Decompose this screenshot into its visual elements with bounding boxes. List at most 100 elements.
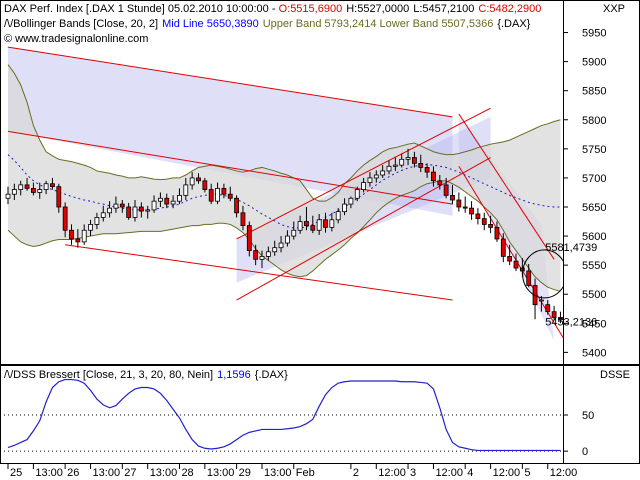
candle-body — [221, 187, 227, 195]
candle-body — [240, 212, 246, 226]
candle-body — [545, 304, 551, 313]
candle-body — [94, 217, 100, 225]
candle-body — [69, 229, 74, 240]
time-tick-label: 12:00 — [435, 467, 463, 479]
header-close: C:5482,2900 — [478, 3, 541, 15]
candle-body — [177, 194, 182, 202]
bb-bands: Upper Band 5793,2414 Lower Band 5507,536… — [263, 18, 494, 30]
candle-body — [475, 213, 481, 220]
candle-body — [291, 229, 297, 237]
candle-body — [43, 183, 49, 190]
price-tick-label: 5850 — [582, 86, 606, 98]
candle-body — [75, 238, 81, 243]
downtrend-middle-line — [7, 130, 453, 205]
candle-body — [348, 197, 354, 205]
candle-body — [443, 184, 449, 196]
time-tick-label: 13:00 — [93, 467, 121, 479]
time-tick-label: 12:00 — [378, 467, 406, 479]
price-axis: 5400 5450 5500 5550 5600 5650 5700 5750 5800 5850… — [563, 28, 606, 359]
bollinger-upper-line — [7, 64, 561, 202]
steep-lower-line — [458, 166, 563, 339]
bollinger-lower-line — [7, 180, 561, 292]
candle-body — [297, 221, 303, 231]
steep-upper-line — [458, 113, 555, 260]
website-text: www.tradesignalonline.com — [14, 33, 148, 45]
candle-body — [418, 162, 424, 168]
candle-body — [246, 225, 252, 252]
price-tick-label: 5800 — [582, 115, 606, 127]
header-open: O:5515,6900 — [279, 3, 343, 15]
dss-line — [7, 378, 561, 452]
candle-body — [100, 212, 106, 218]
upper-annotations: 5581,4739 5453,2136 — [545, 242, 597, 328]
candle-body — [126, 206, 132, 218]
candle-body — [399, 158, 405, 166]
time-tick-label: 25 — [10, 467, 22, 479]
time-tick-label: Feb — [296, 467, 315, 479]
candle-body — [450, 194, 455, 201]
time-axis: 25 13:00 26 13:00 27 13:00 28 13:00 29 13:00 Feb 2 1… — [7, 464, 578, 479]
bb-mid: Mid Line 5650,3890 — [162, 18, 259, 30]
candle-body — [170, 200, 176, 205]
candle-body — [113, 203, 119, 209]
candle-body — [132, 206, 138, 218]
candle-body — [119, 203, 125, 208]
candle-body — [329, 219, 335, 228]
candle-body — [367, 177, 373, 183]
candle-body — [488, 224, 494, 228]
time-tick-label: 12:00 — [550, 467, 578, 479]
candle-body — [354, 189, 360, 199]
candle-body — [424, 167, 430, 173]
dss-legend: /\/DSS Bressert [Close, 21, 3, 20, 80, N… — [4, 369, 288, 381]
candle-body — [259, 256, 265, 260]
candle-body — [323, 219, 328, 228]
header-line-2: /\/Bollinger Bands [Close, 20, 2] Mid Lin… — [4, 18, 531, 30]
bollinger-mid-line — [7, 154, 561, 229]
candle-body — [335, 211, 341, 221]
candle-body — [373, 174, 379, 179]
time-tick-label: 12:00 — [493, 467, 521, 479]
time-tick-label: 26 — [67, 467, 79, 479]
lower-corner-label: DSSE — [600, 369, 630, 381]
price-tick-label: 5550 — [582, 260, 606, 272]
candle-body — [145, 209, 151, 212]
candle-body — [196, 177, 201, 182]
bollinger-band-fill — [8, 64, 561, 292]
upper-corner-label: XXP — [603, 3, 625, 15]
candle-body — [50, 183, 55, 188]
time-tick-label: 13:00 — [35, 467, 63, 479]
candle-body — [37, 189, 43, 193]
candle-body — [278, 242, 284, 249]
candle-body — [18, 184, 24, 190]
upper-plot-area — [5, 46, 563, 341]
candle-body — [234, 197, 240, 214]
candle-body — [431, 171, 436, 182]
time-tick-label: 29 — [239, 467, 251, 479]
candle-body — [386, 165, 392, 172]
bb-suffix: {.DAX} — [497, 18, 530, 30]
uptrend-lower-line — [236, 157, 491, 301]
candle-body — [513, 260, 519, 269]
candle-body — [558, 317, 563, 321]
header-low: L:5457,2100 — [413, 3, 474, 15]
candle-body — [208, 189, 214, 202]
candle-body — [24, 184, 30, 189]
candle-body — [316, 219, 322, 231]
candle-body — [202, 180, 208, 190]
candle-body — [507, 256, 513, 262]
time-tick-label: 3 — [410, 467, 416, 479]
downtrend-channel-fill — [8, 47, 453, 216]
candle-body — [215, 187, 220, 202]
candle-body — [88, 224, 93, 231]
candle-body — [310, 225, 316, 231]
candle-body — [392, 164, 398, 167]
price-tick-label: 5750 — [582, 144, 606, 156]
price-tick-label: 5700 — [582, 173, 606, 185]
website-line: © www.tradesignalonline.com — [4, 33, 148, 45]
candle-body — [138, 206, 144, 212]
dss-tick-label: 50 — [582, 410, 594, 422]
upper-value-label: 5581,4739 — [545, 242, 597, 254]
time-tick-label: 5 — [524, 467, 530, 479]
